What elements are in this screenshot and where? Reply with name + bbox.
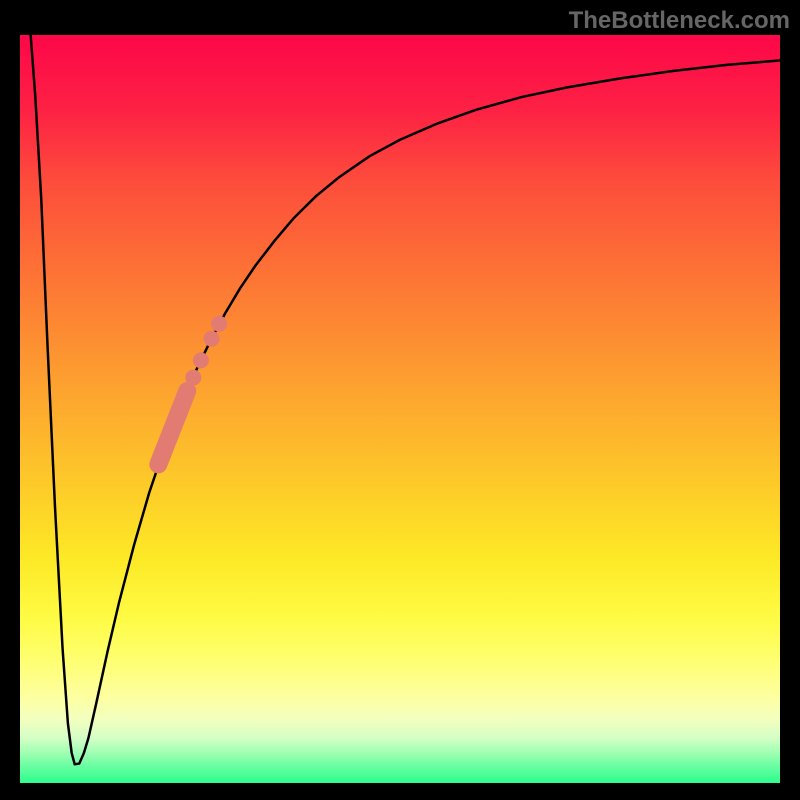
watermark-text: TheBottleneck.com (569, 7, 790, 35)
chart-container: TheBottleneck.com (0, 0, 800, 800)
bottleneck-chart (0, 0, 800, 800)
